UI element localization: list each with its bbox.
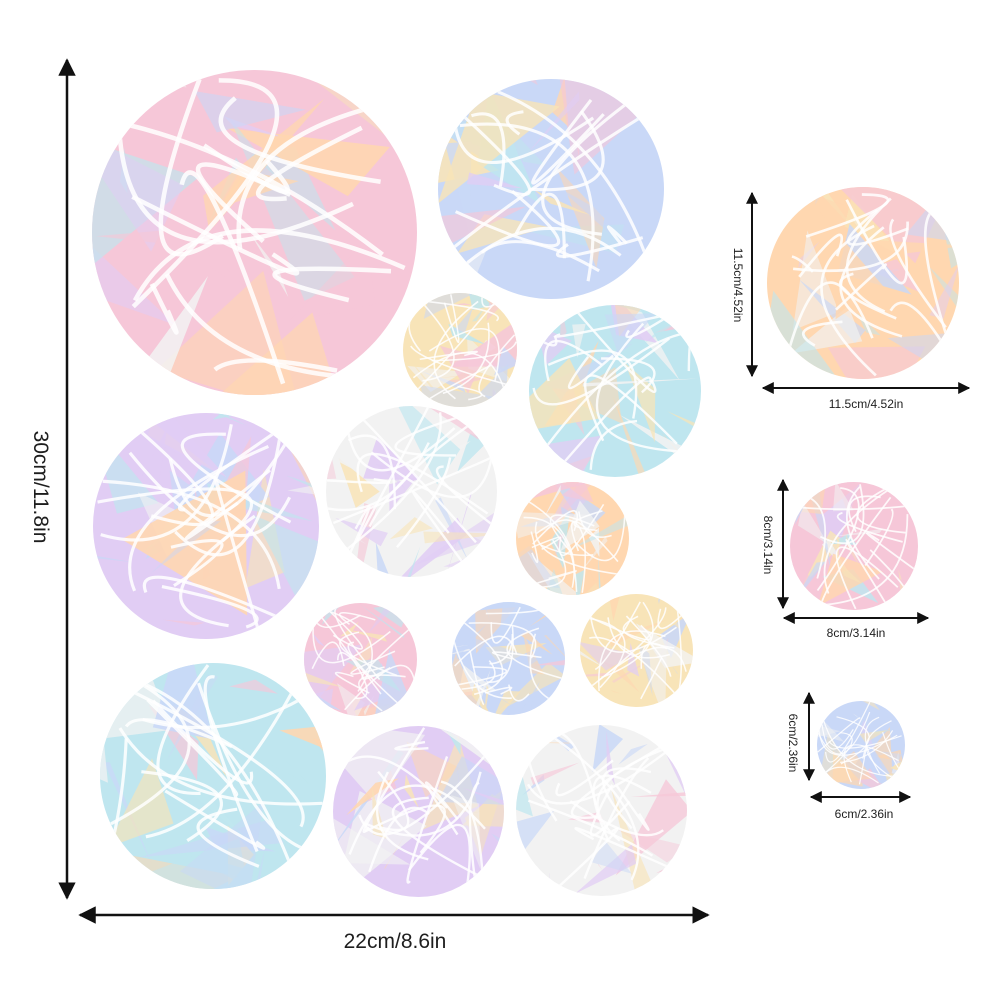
sticker-medium-3 (333, 726, 504, 897)
sticker-large-1 (92, 70, 417, 395)
small-guide-width-label: 6cm/2.36in (834, 807, 894, 821)
prism-texture (790, 482, 918, 610)
sheet-height-label: 30cm/11.8in (29, 430, 52, 544)
sticker-medium-1 (529, 305, 701, 477)
guide-sticker-small (817, 701, 905, 789)
sticker-large-4 (100, 663, 326, 889)
prism-texture (326, 406, 497, 577)
prism-texture (767, 187, 959, 379)
sticker-small-5 (580, 594, 693, 707)
sticker-small-4 (452, 602, 565, 715)
sticker-large-2 (438, 79, 664, 299)
small-guide-height-label: 6cm/2.36in (786, 713, 800, 773)
sheet-width-label: 22cm/8.6in (343, 930, 447, 953)
medium-guide-height-label: 8cm/3.14in (761, 515, 775, 575)
prism-texture (100, 663, 326, 889)
prism-texture (817, 701, 905, 789)
sticker-medium-4 (516, 725, 687, 896)
sticker-medium-2 (326, 406, 497, 577)
guide-sticker-medium (790, 482, 918, 610)
prism-texture (93, 413, 319, 639)
prism-texture (403, 293, 517, 407)
prism-texture (580, 594, 693, 707)
medium-guide-width-label: 8cm/3.14in (826, 626, 886, 640)
prism-texture (516, 482, 629, 595)
guide-sticker-large (767, 187, 959, 379)
prism-texture (438, 79, 664, 299)
prism-texture (516, 725, 687, 896)
sticker-large-3 (93, 413, 319, 639)
prism-texture (452, 602, 565, 715)
large-guide-width-label: 11.5cm/4.52in (828, 397, 904, 411)
prism-texture (529, 305, 701, 477)
sticker-small-2 (516, 482, 629, 595)
large-guide-height-label: 11.5cm/4.52in (731, 247, 745, 323)
prism-texture (333, 726, 504, 897)
prism-texture (92, 70, 417, 395)
sticker-small-1 (403, 293, 517, 407)
